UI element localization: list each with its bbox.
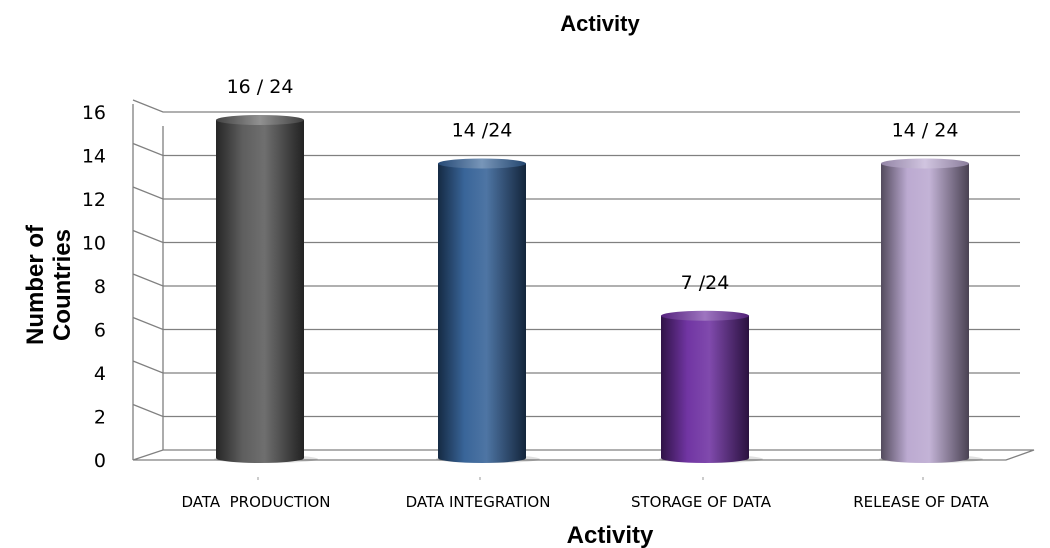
y-tick-label: 12 [82, 189, 106, 211]
y-tick-label: 6 [94, 320, 106, 342]
y-tick-label: 8 [94, 276, 106, 298]
gridlines [132, 99, 1035, 461]
y-axis-title-line-1: Number of [22, 224, 49, 345]
x-axis-title: Activity [567, 522, 654, 548]
y-tick-label: 0 [94, 450, 106, 472]
data-label: 14 / 24 [892, 120, 959, 142]
bars [214, 115, 983, 463]
data-label: 14 /24 [452, 120, 513, 142]
category-label: STORAGE OF DATA [631, 493, 772, 511]
bar-top [661, 310, 749, 321]
y-tick-label: 10 [82, 233, 106, 255]
category-label: RELEASE OF DATA [853, 493, 989, 511]
bar-top [216, 115, 304, 125]
chart-title: Activity [560, 11, 640, 36]
data-label: 7 /24 [681, 272, 730, 294]
bar [438, 163, 526, 463]
y-axis-title: Number of Countries [22, 224, 76, 345]
data-label: 16 / 24 [227, 76, 294, 98]
category-label: DATA INTEGRATION [406, 493, 551, 511]
x-axis-categories: DATA PRODUCTION DATA INTEGRATION STORAGE O… [181, 477, 990, 511]
bar [881, 163, 969, 463]
bar-top [881, 158, 969, 169]
y-tick-label: 14 [82, 146, 106, 168]
y-tick-label: 4 [94, 363, 106, 385]
y-tick-label: 16 [82, 102, 106, 124]
y-tick-label: 2 [94, 407, 106, 429]
bar [216, 120, 304, 463]
category-label: DATA PRODUCTION [181, 493, 330, 511]
gridline [132, 99, 1020, 113]
y-axis-title-line-2: Countries [49, 229, 76, 341]
data-labels: 16 / 24 14 /24 7 /24 14 / 24 [227, 76, 959, 294]
bar [661, 315, 749, 463]
bar-top [438, 158, 526, 169]
y-axis-ticks: 0 2 4 6 8 10 12 14 16 [82, 102, 106, 472]
